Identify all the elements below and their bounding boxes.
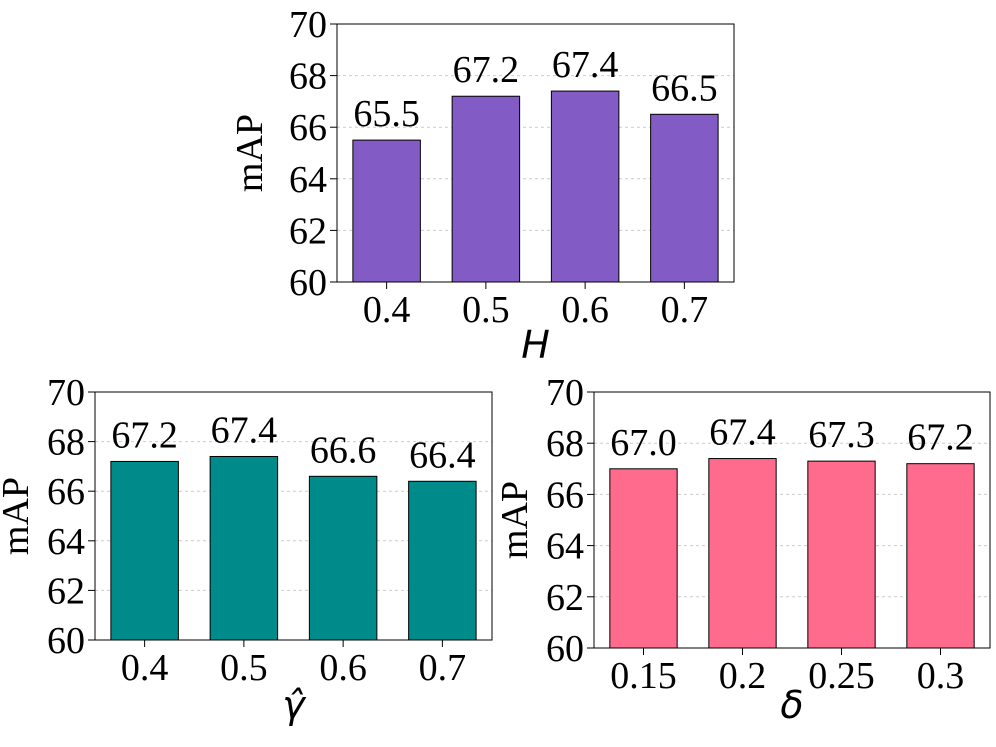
y-axis-label: mAP [494, 481, 536, 559]
data-label: 66.4 [409, 434, 476, 476]
data-label: 67.3 [808, 414, 875, 456]
x-tick-label: 0.25 [808, 655, 875, 697]
data-label: 67.4 [709, 412, 776, 454]
bar [110, 460, 179, 641]
bar [807, 460, 876, 649]
y-tick-label: 66 [47, 471, 85, 513]
bar [308, 475, 378, 641]
x-tick-label: 0.5 [462, 289, 510, 331]
x-tick-label: 0.2 [719, 655, 767, 697]
data-label: 66.6 [310, 429, 377, 471]
y-tick-label: 62 [47, 570, 85, 612]
data-label: 67.2 [111, 414, 178, 456]
chart-panel-3: 60 62 64 66 68 70 67.0 0.15 67.4 0.2 67.3 0.25 67.2 0… [494, 372, 991, 727]
y-tick-label: 62 [546, 577, 584, 619]
x-tick-label: 0.4 [121, 647, 169, 689]
bar [352, 139, 421, 283]
x-tick-label: 0.7 [661, 289, 709, 331]
x-tick-label: 0.6 [561, 289, 609, 331]
bar [550, 90, 620, 283]
data-label: 66.5 [651, 67, 718, 109]
data-label: 67.4 [211, 409, 278, 451]
data-label: 67.0 [610, 422, 677, 464]
y-tick-label: 68 [546, 423, 584, 465]
bar [708, 458, 777, 649]
y-tick-label: 70 [546, 372, 584, 414]
plot-frame [336, 23, 735, 283]
y-axis-label: mAP [0, 477, 37, 555]
bar [906, 463, 975, 649]
data-label: 65.5 [353, 93, 420, 135]
y-tick-label: 64 [289, 159, 327, 201]
bar [408, 480, 477, 641]
plot-frame [593, 391, 991, 649]
bar [209, 455, 279, 641]
bar [451, 95, 521, 283]
y-tick-label: 68 [47, 422, 85, 464]
x-tick-label: 0.6 [319, 647, 367, 689]
y-tick-label: 60 [289, 262, 327, 304]
bar [650, 113, 719, 283]
x-tick-label: 0.15 [610, 655, 677, 697]
y-tick-label: 70 [47, 372, 85, 414]
x-tick-label: 0.3 [917, 655, 965, 697]
x-axis-label: δ [780, 683, 803, 727]
bar [609, 468, 678, 649]
x-tick-label: 0.5 [220, 647, 268, 689]
y-tick-label: 68 [289, 56, 327, 98]
plot-frame [94, 391, 493, 641]
y-tick-label: 60 [546, 628, 584, 670]
x-tick-label: 0.4 [363, 289, 411, 331]
data-label: 67.2 [453, 49, 520, 91]
x-axis-label: γ̂ [282, 683, 307, 727]
y-tick-label: 70 [289, 4, 327, 46]
y-tick-label: 64 [47, 521, 85, 563]
y-tick-label: 64 [546, 526, 584, 568]
y-tick-label: 62 [289, 210, 327, 252]
y-axis-label: mAP [229, 114, 271, 192]
y-tick-label: 60 [47, 620, 85, 662]
x-axis-label: H [521, 323, 550, 367]
x-tick-label: 0.7 [419, 647, 467, 689]
chart-panel-2: 60 62 64 66 68 70 67.2 0.4 67.4 0.5 66.6 0.6 66.4 0.7… [0, 372, 493, 727]
data-label: 67.4 [552, 44, 619, 86]
y-tick-label: 66 [289, 107, 327, 149]
y-tick-label: 66 [546, 474, 584, 516]
data-label: 67.2 [907, 417, 974, 459]
chart-panel-1: 60 62 64 66 68 70 65.5 0.4 67.2 0.5 67.4 0.6 66.5 0.7… [229, 4, 735, 367]
